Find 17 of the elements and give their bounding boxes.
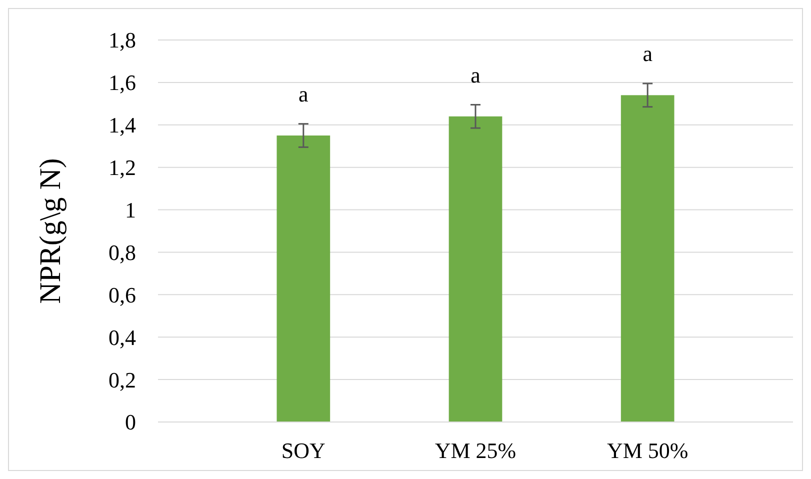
y-tick-label: 1,8 [108, 28, 136, 53]
y-tick-label: 1 [125, 197, 136, 222]
y-tick-label: 0,2 [108, 367, 136, 392]
y-tick-label: 1,4 [108, 112, 136, 138]
x-tick-label: YM 25% [434, 438, 516, 463]
y-tick-label: 0,8 [108, 240, 136, 265]
x-tick-label: SOY [281, 438, 326, 463]
y-tick-label: 1,2 [108, 155, 136, 180]
y-axis-title: NPR(g\g N) [34, 158, 67, 304]
y-tick-label: 1,6 [108, 70, 136, 96]
annotation: a [298, 82, 309, 106]
annotation: a [470, 62, 481, 88]
y-tick-label: 0,4 [108, 324, 136, 350]
y-tick-label: 0,6 [108, 282, 136, 308]
annotation: a [642, 41, 653, 66]
x-tick-label: YM 50% [606, 438, 688, 463]
y-tick-label: 0 [125, 410, 136, 435]
